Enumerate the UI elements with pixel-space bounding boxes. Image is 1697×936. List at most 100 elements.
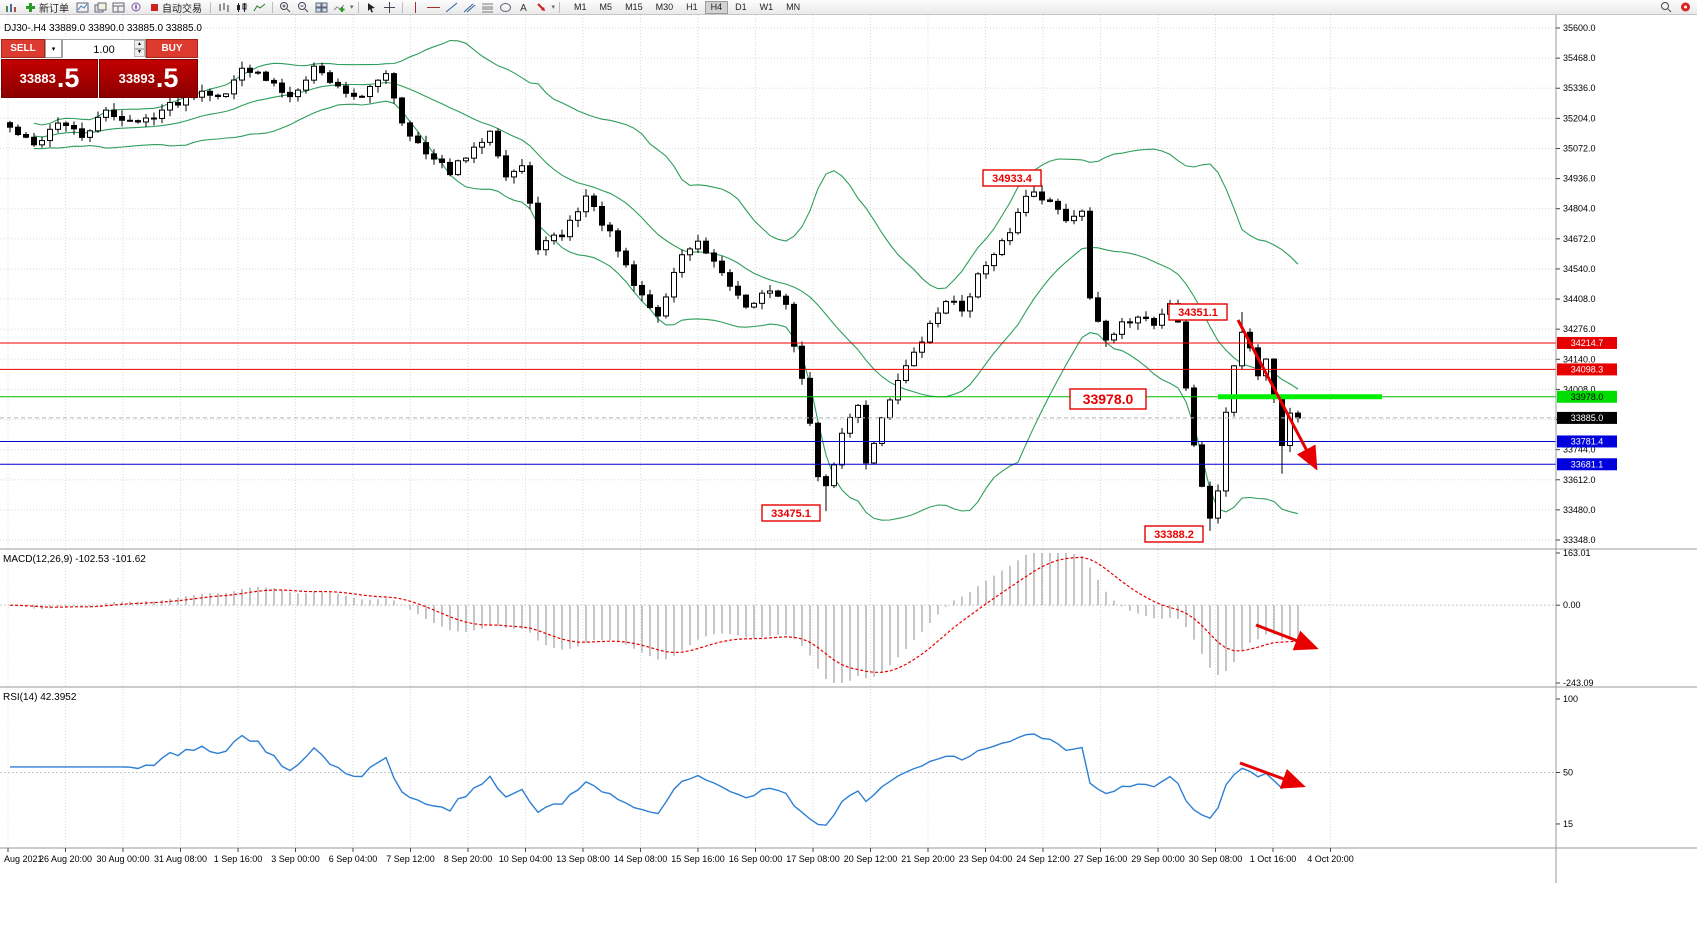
timeframe-d1[interactable]: D1 — [729, 1, 753, 14]
volume-preset-dropdown[interactable]: ▾ — [45, 39, 62, 58]
svg-text:33348.0: 33348.0 — [1563, 535, 1596, 545]
text-icon[interactable]: A — [515, 1, 532, 14]
svg-text:34008.0: 34008.0 — [1563, 384, 1596, 394]
svg-text:163.01: 163.01 — [1563, 548, 1591, 558]
svg-text:33978.0: 33978.0 — [1083, 391, 1134, 407]
toolbar-separator — [559, 1, 561, 13]
sell-price-main: 33883 — [19, 71, 56, 86]
price-annotations[interactable]: 34933.4 34351.1 33978.0 33475.1 33388.2 — [761, 169, 1228, 543]
svg-text:35336.0: 35336.0 — [1563, 83, 1596, 93]
sell-button[interactable]: SELL — [1, 39, 45, 58]
chevron-down-icon: ▾ — [51, 45, 56, 53]
toolbar-separator — [357, 1, 359, 13]
buy-button[interactable]: BUY — [146, 39, 198, 58]
svg-text:6 Sep 04:00: 6 Sep 04:00 — [329, 854, 378, 864]
chart-window-icon[interactable] — [74, 1, 91, 14]
arrow-objects-icon[interactable] — [533, 1, 550, 14]
svg-text:33612.0: 33612.0 — [1563, 475, 1596, 485]
timeframe-h4[interactable]: H4 — [704, 0, 729, 14]
zoom-out-icon[interactable] — [295, 1, 312, 14]
buy-price-main: 33893 — [118, 71, 155, 86]
svg-text:33475.1: 33475.1 — [771, 508, 811, 520]
macd-label: MACD(12,26,9) -102.53 -101.62 — [3, 554, 146, 565]
channel-icon[interactable] — [461, 1, 478, 14]
navigator-icon[interactable] — [128, 1, 145, 14]
svg-text:33885.0: 33885.0 — [1571, 413, 1604, 423]
horizontal-lines[interactable] — [0, 342, 1556, 465]
fibonacci-icon[interactable] — [479, 1, 496, 14]
volume-decrease-button[interactable]: ▼ — [134, 48, 145, 57]
profiles-icon[interactable] — [92, 1, 109, 14]
svg-text:A: A — [520, 3, 527, 13]
grid — [0, 15, 1556, 848]
zoom-in-icon[interactable] — [277, 1, 294, 14]
rsi-label: RSI(14) 42.3952 — [3, 692, 77, 703]
svg-text:33681.1: 33681.1 — [1571, 459, 1604, 469]
timeframe-m15[interactable]: M15 — [619, 1, 649, 14]
auto-trading-button[interactable]: 自动交易 — [146, 1, 206, 15]
bollinger-upper — [33, 39, 1299, 290]
sell-price-fraction: .5 — [56, 63, 80, 94]
svg-text:34408.0: 34408.0 — [1563, 294, 1596, 304]
svg-text:21 Sep 20:00: 21 Sep 20:00 — [901, 854, 955, 864]
line-chart-icon[interactable] — [251, 1, 268, 14]
chevron-down-icon[interactable]: ▾ — [551, 4, 556, 11]
svg-text:33781.4: 33781.4 — [1571, 436, 1604, 446]
timeframe-w1[interactable]: W1 — [754, 1, 780, 14]
timeframe-mn[interactable]: MN — [780, 1, 806, 14]
timeframe-m30[interactable]: M30 — [650, 1, 680, 14]
timeframe-m1[interactable]: M1 — [568, 1, 593, 14]
svg-text:4 Oct 20:00: 4 Oct 20:00 — [1307, 854, 1354, 864]
svg-text:16 Sep 00:00: 16 Sep 00:00 — [729, 854, 783, 864]
shapes-icon[interactable] — [497, 1, 514, 14]
data-window-icon[interactable] — [110, 1, 127, 14]
svg-text:8 Sep 20:00: 8 Sep 20:00 — [444, 854, 493, 864]
svg-text:35072.0: 35072.0 — [1563, 143, 1596, 153]
rsi-indicator — [0, 733, 1556, 826]
crosshair-icon[interactable] — [381, 1, 398, 14]
vertical-line-icon[interactable] — [407, 1, 424, 14]
bollinger-lower — [33, 100, 1299, 521]
notifications-icon[interactable] — [1677, 1, 1694, 14]
svg-text:34140.0: 34140.0 — [1563, 354, 1596, 364]
buy-price-tile[interactable]: 33893 .5 — [99, 59, 198, 98]
svg-text:15: 15 — [1563, 819, 1573, 829]
sell-price-tile[interactable]: 33883 .5 — [1, 59, 98, 98]
svg-text:34276.0: 34276.0 — [1563, 324, 1596, 334]
charts-grid-icon[interactable] — [3, 1, 20, 14]
auto-trading-label: 自动交易 — [162, 3, 202, 15]
horizontal-line-icon[interactable] — [425, 1, 442, 14]
bars-chart-icon[interactable] — [215, 1, 232, 14]
svg-text:33480.0: 33480.0 — [1563, 505, 1596, 515]
volume-spinner: ▲ ▼ — [134, 40, 145, 57]
search-icon[interactable] — [1658, 1, 1675, 14]
indicators-icon[interactable] — [331, 1, 348, 14]
svg-text:50: 50 — [1563, 768, 1573, 778]
plus-icon — [26, 2, 35, 12]
toolbar-separator — [401, 1, 403, 13]
chevron-down-icon[interactable]: ▾ — [350, 4, 354, 11]
svg-text:34672.0: 34672.0 — [1563, 234, 1596, 244]
svg-text:20 Sep 12:00: 20 Sep 12:00 — [844, 854, 898, 864]
tile-windows-icon[interactable] — [313, 1, 330, 14]
volume-input[interactable] — [63, 41, 145, 59]
svg-text:31 Aug 08:00: 31 Aug 08:00 — [154, 854, 207, 864]
chart-workspace: 35600.0 35468.0 35336.0 35204.0 35072.0 34936… — [0, 15, 1697, 936]
new-order-button[interactable]: 新订单 — [21, 1, 73, 15]
svg-text:30 Aug 00:00: 30 Aug 00:00 — [96, 854, 149, 864]
volume-increase-button[interactable]: ▲ — [134, 40, 145, 49]
timeframe-h1[interactable]: H1 — [680, 1, 704, 14]
chart-canvas[interactable]: 35600.0 35468.0 35336.0 35204.0 35072.0 34936… — [0, 15, 1697, 936]
trendline-icon[interactable] — [443, 1, 460, 14]
toolbar: 新订单 自动交易 ▾ — [0, 0, 1697, 15]
svg-text:Aug 2021: Aug 2021 — [4, 854, 43, 864]
svg-text:24 Sep 12:00: 24 Sep 12:00 — [1016, 854, 1070, 864]
timeframe-m5[interactable]: M5 — [594, 1, 619, 14]
rsi-axis: 100 50 15 — [1556, 694, 1578, 829]
auto-trading-status-icon — [151, 3, 158, 11]
buy-price-fraction: .5 — [155, 63, 179, 94]
trend-arrows[interactable] — [1236, 319, 1319, 789]
cursor-icon[interactable] — [363, 1, 380, 14]
candles-chart-icon[interactable] — [233, 1, 250, 14]
svg-text:100: 100 — [1563, 694, 1578, 704]
